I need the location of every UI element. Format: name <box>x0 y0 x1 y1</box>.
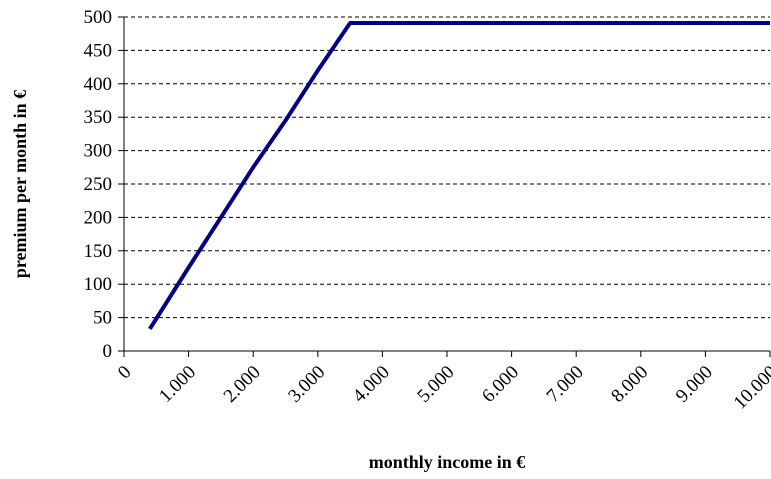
x-tick-label: 0 <box>114 362 136 384</box>
y-tick-label: 350 <box>84 107 113 128</box>
x-tick-label: 7.000 <box>543 362 588 407</box>
x-tick-label: 3.000 <box>284 362 329 407</box>
y-tick-label: 500 <box>84 7 113 28</box>
y-tick-label: 200 <box>84 207 113 228</box>
x-tick-label: 8.000 <box>607 362 652 407</box>
y-tick-label: 100 <box>84 274 113 295</box>
y-tick-label: 50 <box>93 308 112 329</box>
y-axis-title: premium per month in € <box>10 90 30 278</box>
x-tick-label: 4.000 <box>349 362 394 407</box>
x-tick-label: 6.000 <box>478 362 523 407</box>
x-tick-label: 1.000 <box>155 362 200 407</box>
x-tick-label: 5.000 <box>413 362 458 407</box>
data-line <box>148 21 770 331</box>
y-tick-label: 400 <box>84 74 113 95</box>
y-tick-label: 250 <box>84 174 113 195</box>
x-tick-label: 2.000 <box>220 362 265 407</box>
y-tick-label: 300 <box>84 141 113 162</box>
x-axis-title: monthly income in € <box>369 452 526 472</box>
y-tick-label: 150 <box>84 241 113 262</box>
x-tick-label: 9.000 <box>672 362 717 407</box>
x-tick-label: 10.000 <box>730 362 771 414</box>
y-tick-label: 0 <box>103 341 113 362</box>
y-tick-label: 450 <box>84 40 113 61</box>
